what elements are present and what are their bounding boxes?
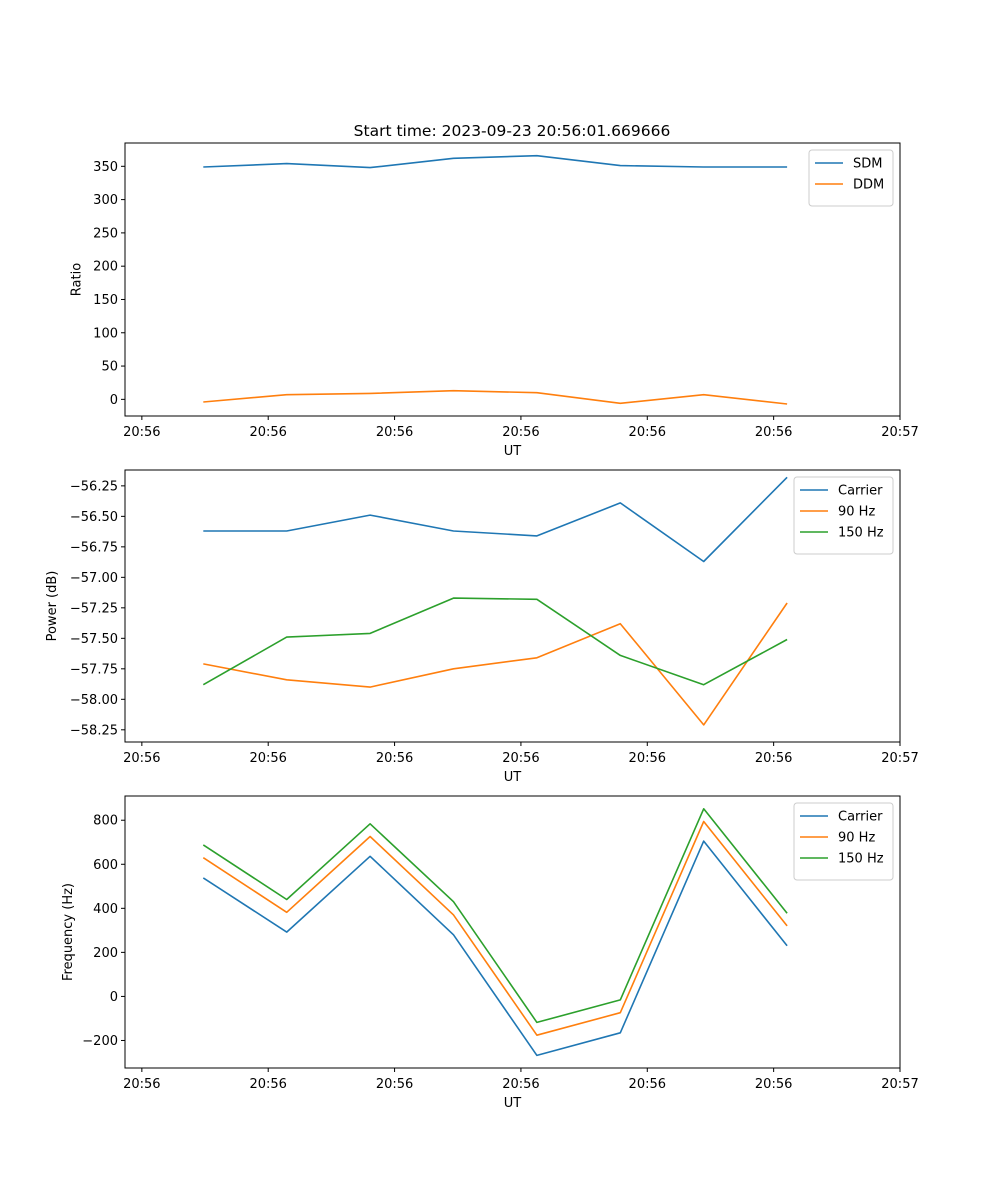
x-tick-label: 20:56 [376,1077,413,1092]
x-tick-label: 20:56 [629,425,666,440]
y-tick-label: −58.25 [70,723,118,738]
legend-label: DDM [853,178,884,193]
x-tick-label: 20:56 [376,751,413,766]
y-tick-label: 400 [93,902,118,917]
legend-label: SDM [853,157,882,172]
axes-frame [124,142,901,417]
legend-frame [793,476,894,555]
legend-label: 150 Hz [838,526,884,541]
x-axis-label: UT [504,1096,522,1111]
x-tick-label: 20:56 [629,1077,666,1092]
legend-label: 90 Hz [838,505,875,520]
x-tick-label: 20:56 [249,751,286,766]
x-tick-label: 20:56 [629,751,666,766]
y-tick-label: 800 [93,814,118,829]
series-line-carrier [203,476,788,563]
x-tick-label: 20:56 [249,1077,286,1092]
y-axis-label: Power (dB) [45,571,60,642]
x-tick-label: 20:56 [755,1077,792,1092]
y-tick-label: −56.25 [70,479,118,494]
x-tick-label: 20:56 [123,751,160,766]
y-tick-label: 50 [101,360,118,375]
y-tick-label: −56.50 [70,510,118,525]
series-line-150-hz [202,807,788,1024]
legend-label: Carrier [838,810,883,825]
x-tick-label: 20:56 [755,425,792,440]
y-tick-label: 350 [93,160,118,175]
y-tick-label: −57.00 [70,571,118,586]
series-line-90-hz [203,602,788,726]
x-tick-label: 20:56 [502,751,539,766]
y-tick-label: 0 [110,393,118,408]
y-tick-label: 600 [93,858,118,873]
x-tick-label: 20:57 [881,751,918,766]
x-axis-label: UT [504,770,522,785]
axes-frame [124,795,901,1069]
y-tick-label: 200 [93,260,118,275]
x-tick-label: 20:56 [502,425,539,440]
y-tick-label: −57.50 [70,632,118,647]
series-line-ddm [203,389,788,405]
y-tick-label: −57.25 [70,601,118,616]
panel-1: 20:56 20:56 20:56 20:56 20:56 20:56 20:57 UT 0 50… [69,142,919,459]
y-tick-label: 100 [93,326,118,341]
panel-2: 20:56 20:56 20:56 20:56 20:56 20:56 20:57 UT −58… [45,469,919,785]
y-tick-label: −58.00 [70,693,118,708]
legend: SDM DDM [808,149,894,207]
legend: Carrier 90 Hz 150 Hz [793,802,894,881]
legend-label: 90 Hz [838,831,875,846]
x-tick-label: 20:56 [376,425,413,440]
x-axis-label: UT [504,444,522,459]
x-tick-label: 20:56 [249,425,286,440]
series-line-90-hz [202,820,788,1036]
legend-label: 150 Hz [838,852,884,867]
series-line-carrier [202,840,788,1057]
axes-frame [124,469,901,743]
y-tick-label: −200 [82,1034,118,1049]
series-line-sdm [203,154,788,169]
x-tick-label: 20:57 [881,1077,918,1092]
y-tick-label: −57.75 [70,662,118,677]
x-tick-label: 20:56 [123,425,160,440]
y-tick-label: 300 [93,193,118,208]
legend-frame [793,802,894,881]
x-tick-label: 20:56 [755,751,792,766]
y-tick-label: 0 [110,990,118,1005]
series-line-150-hz [202,597,788,686]
y-tick-label: 200 [93,946,118,961]
y-tick-label: 150 [93,293,118,308]
legend-frame [808,149,894,207]
y-tick-label: 250 [93,226,118,241]
x-tick-label: 20:56 [123,1077,160,1092]
legend: Carrier 90 Hz 150 Hz [793,476,894,555]
figure-title: Start time: 2023-09-23 20:56:01.669666 [354,122,671,140]
legend-label: Carrier [838,484,883,499]
panel-3: 20:56 20:56 20:56 20:56 20:56 20:56 20:57 UT −20… [61,795,919,1111]
y-axis-label: Frequency (Hz) [61,883,76,981]
x-tick-label: 20:57 [881,425,918,440]
y-axis-label: Ratio [69,263,84,296]
y-tick-label: −56.75 [70,540,118,555]
x-tick-label: 20:56 [502,1077,539,1092]
